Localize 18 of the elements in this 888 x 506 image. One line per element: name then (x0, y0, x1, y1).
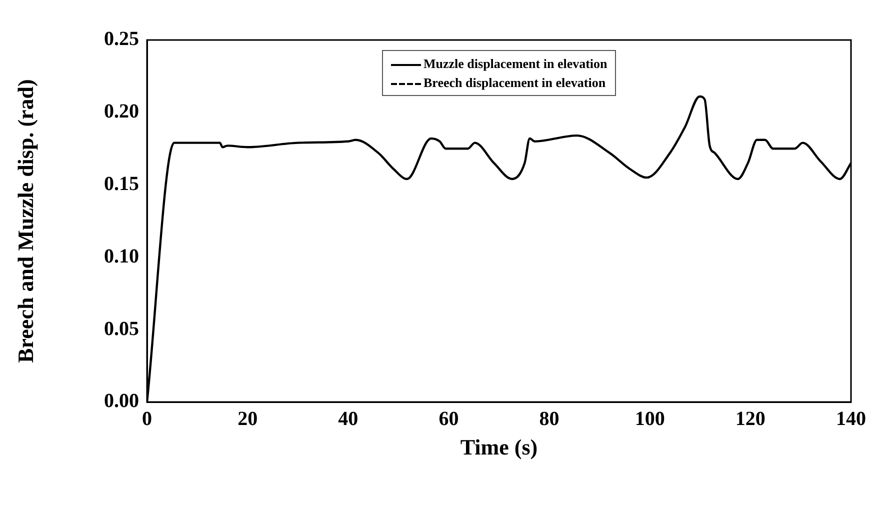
x-tick-label: 0 (142, 408, 152, 430)
x-tick-label: 140 (836, 408, 866, 430)
y-axis-title: Breech and Muzzle disp. (rad) (12, 79, 38, 363)
x-tick-label: 80 (539, 408, 560, 430)
y-tick-label: 0.15 (104, 172, 139, 195)
x-tick-label: 120 (735, 408, 766, 430)
x-tick-label: 60 (438, 408, 459, 430)
x-axis-title: Time (s) (460, 434, 538, 460)
y-tick-label: 0.00 (104, 390, 139, 412)
y-tick-label: 0.25 (104, 28, 139, 50)
legend-label: Breech displacement in elevation (424, 75, 606, 90)
x-tick-label: 20 (238, 408, 258, 430)
y-tick-label: 0.05 (104, 318, 139, 340)
y-tick-label: 0.10 (104, 245, 139, 268)
y-tick-label: 0.20 (104, 100, 139, 123)
legend-label: Muzzle displacement in elevation (424, 56, 608, 71)
x-tick-label: 100 (634, 408, 665, 430)
x-tick-label: 40 (338, 408, 358, 430)
